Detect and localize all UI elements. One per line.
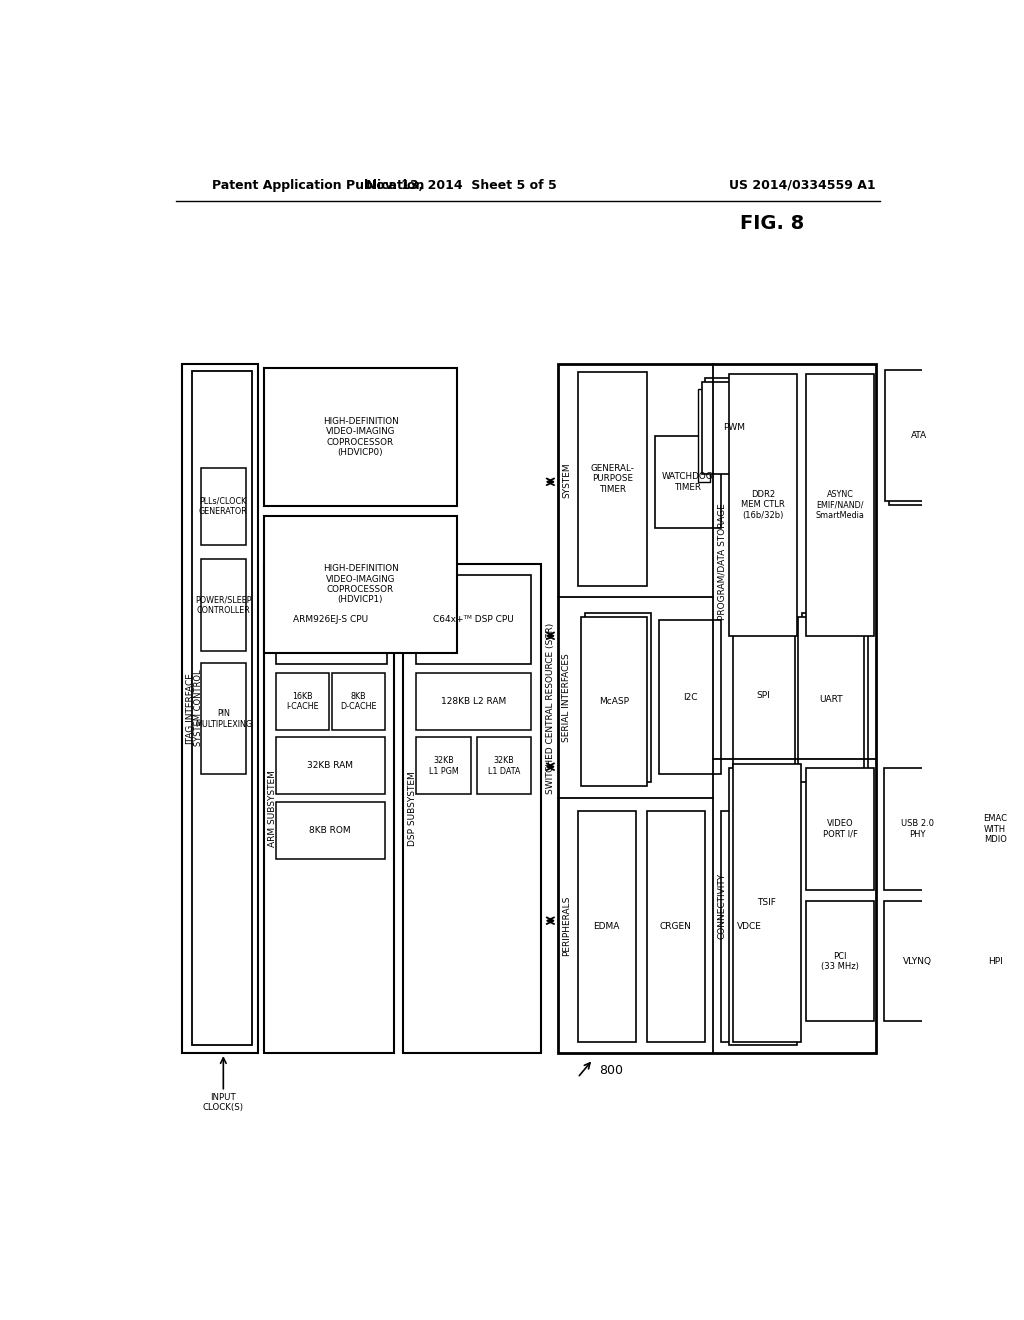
Text: ATA: ATA (911, 432, 928, 440)
Bar (582, 616, 647, 785)
Text: HPI: HPI (988, 957, 1002, 966)
Text: 8KB ROM: 8KB ROM (309, 826, 351, 836)
Bar (806, 902, 874, 1020)
Bar (263, 564, 394, 1053)
Bar (885, 370, 953, 502)
Text: VLYNQ: VLYNQ (903, 957, 932, 966)
Text: CRGEN: CRGEN (660, 921, 692, 931)
Text: CONNECTIVITY: CONNECTIVITY (717, 873, 726, 939)
Text: 16KB
I-CACHE: 16KB I-CACHE (286, 692, 318, 711)
Text: US 2014/0334559 A1: US 2014/0334559 A1 (729, 178, 876, 191)
Text: ASYNC
EMIF/NAND/
SmartMedia: ASYNC EMIF/NAND/ SmartMedia (816, 490, 864, 520)
Bar (276, 803, 385, 859)
Bar (332, 673, 385, 730)
Bar (655, 436, 721, 528)
Text: Nov. 13, 2014  Sheet 5 of 5: Nov. 13, 2014 Sheet 5 of 5 (366, 178, 557, 191)
Bar (201, 558, 246, 651)
Text: HIGH-DEFINITION
VIDEO-IMAGING
COPROCESSOR
(HDVICP1): HIGH-DEFINITION VIDEO-IMAGING COPROCESSO… (323, 564, 398, 605)
Bar (732, 624, 795, 767)
Bar (578, 372, 647, 586)
Text: Patent Application Publication: Patent Application Publication (212, 178, 424, 191)
Text: FIG. 8: FIG. 8 (740, 214, 805, 234)
Text: GENERAL-
PURPOSE
TIMER: GENERAL- PURPOSE TIMER (591, 463, 634, 494)
Text: SYSTEM: SYSTEM (562, 463, 571, 499)
Bar (276, 576, 387, 664)
Bar (403, 564, 541, 1053)
Text: 32KB
L1 PGM: 32KB L1 PGM (429, 756, 459, 776)
Text: PLLs/CLOCK
GENERATOR: PLLs/CLOCK GENERATOR (199, 496, 248, 516)
Bar (729, 768, 797, 1045)
Bar (276, 738, 385, 795)
Text: VDCE: VDCE (737, 921, 762, 931)
Text: 32KB RAM: 32KB RAM (307, 762, 353, 771)
Text: SYSTEM CONTROL: SYSTEM CONTROL (194, 669, 203, 747)
Text: I2C: I2C (683, 693, 697, 702)
Text: DSP SUBSYSTEM: DSP SUBSYSTEM (408, 771, 417, 846)
Bar (586, 612, 651, 781)
Bar (263, 516, 458, 653)
Bar (729, 374, 797, 636)
Bar (884, 768, 952, 890)
Bar (697, 389, 710, 482)
Text: PIN
MULTIPLEXING: PIN MULTIPLEXING (195, 709, 252, 729)
Bar (962, 768, 1024, 890)
Bar (201, 663, 246, 775)
Bar (417, 738, 471, 795)
Bar (889, 374, 957, 506)
Bar (799, 616, 864, 781)
Bar (276, 673, 329, 730)
Bar (647, 810, 706, 1041)
Bar (477, 738, 531, 795)
Bar (706, 378, 771, 470)
Bar (658, 620, 721, 775)
Bar (558, 364, 876, 1053)
Text: ARM926EJ-S CPU: ARM926EJ-S CPU (294, 615, 369, 624)
Bar (732, 764, 801, 1041)
Text: ARM SUBSYSTEM: ARM SUBSYSTEM (267, 771, 276, 847)
Text: UART: UART (819, 696, 843, 704)
Bar (701, 381, 767, 474)
Bar (962, 902, 1024, 1020)
Text: INPUT
CLOCK(S): INPUT CLOCK(S) (203, 1093, 244, 1113)
Bar (802, 612, 868, 779)
Bar (191, 371, 252, 1045)
Bar (578, 810, 636, 1041)
Text: PERIPHERALS: PERIPHERALS (562, 895, 571, 956)
Text: TSIF: TSIF (757, 899, 776, 907)
Bar (182, 364, 258, 1053)
Text: DDR2
MEM CTLR
(16b/32b): DDR2 MEM CTLR (16b/32b) (740, 490, 784, 520)
Bar (721, 810, 779, 1041)
Text: McASP: McASP (599, 697, 629, 706)
Text: JTAG INTERFACE: JTAG INTERFACE (186, 673, 196, 744)
Text: 8KB
D-CACHE: 8KB D-CACHE (340, 692, 377, 711)
Text: 128KB L2 RAM: 128KB L2 RAM (441, 697, 506, 706)
Text: C64x+ᵀᴹ DSP CPU: C64x+ᵀᴹ DSP CPU (433, 615, 514, 624)
Text: VIDEO
PORT I/F: VIDEO PORT I/F (823, 820, 858, 838)
Text: WATCHDOG
TIMER: WATCHDOG TIMER (662, 473, 714, 491)
Text: USB 2.0
PHY: USB 2.0 PHY (901, 820, 934, 838)
Bar (884, 902, 952, 1020)
Text: 32KB
L1 DATA: 32KB L1 DATA (487, 756, 520, 776)
Text: 800: 800 (599, 1064, 624, 1077)
Text: SPI: SPI (757, 692, 770, 701)
Bar (201, 469, 246, 545)
Text: SERIAL INTERFACES: SERIAL INTERFACES (562, 653, 571, 742)
Text: PROGRAM/DATA STORAGE: PROGRAM/DATA STORAGE (717, 503, 726, 620)
Text: PWM: PWM (723, 424, 745, 433)
Bar (806, 374, 874, 636)
Text: SWITCHED CENTRAL RESOURCE (SCR): SWITCHED CENTRAL RESOURCE (SCR) (546, 623, 555, 795)
Bar (806, 768, 874, 890)
Bar (417, 673, 531, 730)
Text: EDMA: EDMA (593, 921, 620, 931)
Text: PCI
(33 MHz): PCI (33 MHz) (821, 952, 859, 972)
Text: POWER/SLEEP
CONTROLLER: POWER/SLEEP CONTROLLER (196, 595, 252, 615)
Text: EMAC
WITH
MDIO: EMAC WITH MDIO (983, 814, 1008, 843)
Text: HIGH-DEFINITION
VIDEO-IMAGING
COPROCESSOR
(HDVICP0): HIGH-DEFINITION VIDEO-IMAGING COPROCESSO… (323, 417, 398, 457)
Bar (417, 576, 531, 664)
Bar (263, 368, 458, 507)
